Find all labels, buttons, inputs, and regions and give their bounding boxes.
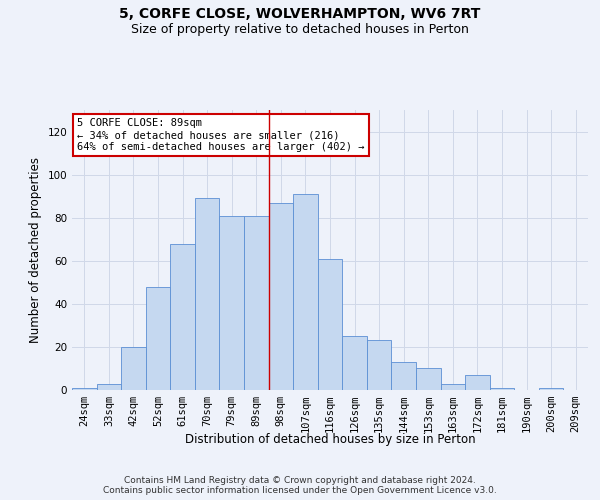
Bar [539,388,563,390]
Bar [195,198,220,390]
Text: Contains HM Land Registry data © Crown copyright and database right 2024.
Contai: Contains HM Land Registry data © Crown c… [103,476,497,495]
Y-axis label: Number of detached properties: Number of detached properties [29,157,42,343]
Bar [121,347,146,390]
Text: 5, CORFE CLOSE, WOLVERHAMPTON, WV6 7RT: 5, CORFE CLOSE, WOLVERHAMPTON, WV6 7RT [119,8,481,22]
Bar [72,388,97,390]
Text: Size of property relative to detached houses in Perton: Size of property relative to detached ho… [131,22,469,36]
Bar [367,340,391,390]
Bar [97,384,121,390]
Text: 5 CORFE CLOSE: 89sqm
← 34% of detached houses are smaller (216)
64% of semi-deta: 5 CORFE CLOSE: 89sqm ← 34% of detached h… [77,118,365,152]
Bar [293,194,318,390]
Bar [170,244,195,390]
Bar [318,258,342,390]
Bar [146,286,170,390]
Bar [244,216,269,390]
Bar [440,384,465,390]
Bar [269,202,293,390]
Bar [391,362,416,390]
Bar [490,388,514,390]
Text: Distribution of detached houses by size in Perton: Distribution of detached houses by size … [185,432,475,446]
Bar [342,336,367,390]
Bar [416,368,440,390]
Bar [465,375,490,390]
Bar [220,216,244,390]
